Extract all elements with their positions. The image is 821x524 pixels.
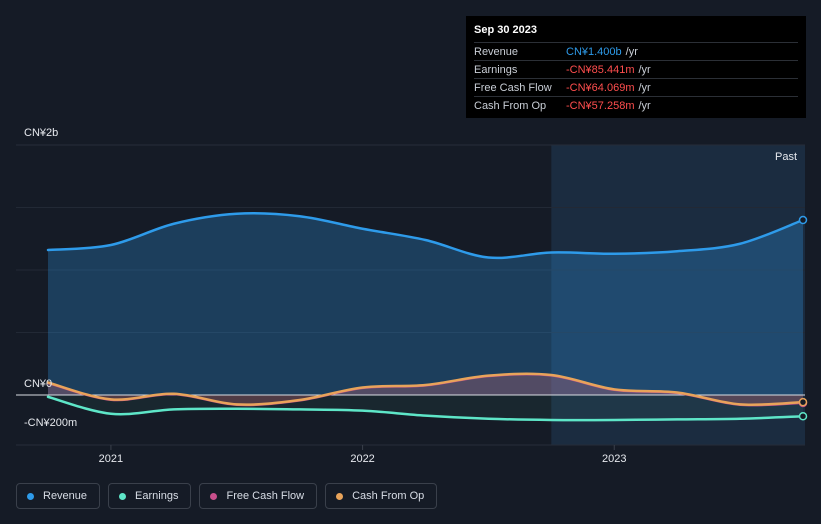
past-label: Past	[775, 151, 797, 163]
gridlines	[16, 207, 805, 333]
endpoint-earnings	[798, 412, 808, 421]
legend-dot-icon	[336, 492, 344, 500]
legend-item-earnings[interactable]: Earnings	[108, 483, 192, 509]
tooltip-date: Sep 30 2023	[474, 24, 537, 36]
x-tick-label: 2023	[602, 453, 626, 465]
legend-dot-icon	[210, 492, 218, 500]
tooltip-label: Revenue	[474, 45, 519, 58]
tooltip-value: -CN¥64.069m	[566, 81, 635, 94]
endpoint-revenue	[798, 215, 808, 225]
legend-item-free-cash-flow[interactable]: Free Cash Flow	[199, 483, 318, 509]
endpoint-cash-from-op	[798, 397, 808, 407]
tooltip-unit: /yr	[638, 81, 651, 94]
tooltip-unit: /yr	[638, 99, 651, 112]
area-earnings	[48, 395, 803, 421]
tooltip-unit: /yr	[638, 63, 651, 76]
chart-legend: Revenue Earnings Free Cash Flow Cash Fro…	[16, 483, 438, 509]
legend-dot-icon	[119, 492, 127, 500]
y-tick-label: CN¥2b	[24, 127, 58, 139]
tooltip-row-free-cash-flow: Free Cash Flow -CN¥64.069m /yr	[474, 78, 798, 96]
tooltip-value: -CN¥85.441m	[566, 63, 635, 76]
tooltip-row-earnings: Earnings -CN¥85.441m /yr	[474, 60, 798, 78]
line-earnings	[46, 395, 805, 422]
legend-label: Revenue	[43, 490, 88, 502]
x-axis-labels: 2021 2022 2023	[99, 445, 626, 465]
series-lines	[46, 212, 805, 422]
tooltip-label: Cash From Op	[474, 99, 547, 112]
legend-item-cash-from-op[interactable]: Cash From Op	[325, 483, 438, 509]
tooltip-row-revenue: Revenue CN¥1.400b /yr	[474, 42, 798, 60]
tooltip-label: Free Cash Flow	[474, 81, 552, 94]
series-areas	[48, 213, 803, 421]
area-cash-from-op	[48, 373, 803, 405]
y-axis-labels: CN¥2b CN¥0 -CN¥200m	[24, 127, 77, 429]
area-free-cash-flow	[48, 374, 803, 406]
line-revenue	[46, 212, 805, 260]
x-tick-label: 2021	[99, 453, 123, 465]
tooltip-value: CN¥1.400b	[566, 45, 622, 58]
x-tick-label: 2022	[350, 453, 374, 465]
tooltip-value: -CN¥57.258m	[566, 99, 635, 112]
tooltip-panel: Sep 30 2023 Revenue CN¥1.400b /yr Earnin…	[466, 16, 806, 118]
legend-label: Cash From Op	[352, 490, 425, 502]
series-endpoints	[798, 215, 808, 421]
y-tick-label: -CN¥200m	[24, 417, 77, 429]
legend-dot-icon	[27, 492, 34, 500]
area-revenue	[48, 213, 803, 395]
line-cash-from-op	[46, 372, 805, 407]
legend-item-revenue[interactable]: Revenue	[16, 483, 101, 509]
tooltip-row-cash-from-op: Cash From Op -CN¥57.258m /yr	[474, 96, 798, 114]
tooltip-unit: /yr	[625, 45, 638, 58]
legend-label: Earnings	[135, 490, 179, 502]
tooltip-label: Earnings	[474, 63, 518, 76]
legend-label: Free Cash Flow	[226, 490, 305, 502]
y-tick-label: CN¥0	[24, 378, 52, 390]
